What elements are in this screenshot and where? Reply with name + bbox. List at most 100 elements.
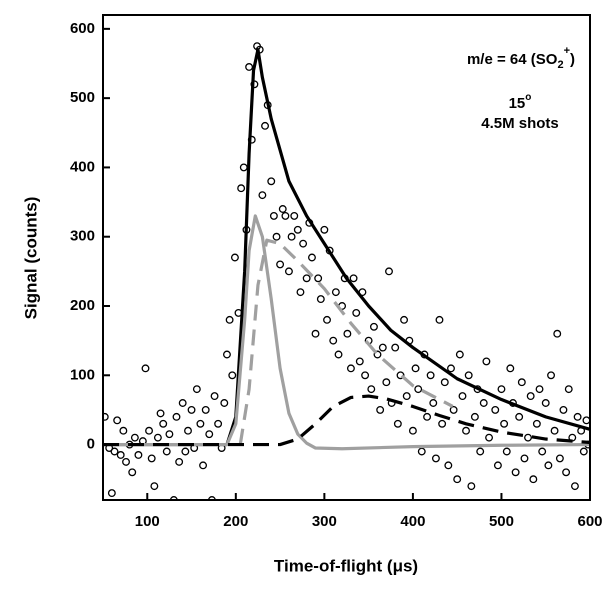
data-point (153, 433, 162, 442)
data-point (165, 430, 174, 439)
data-point (497, 385, 506, 394)
data-point (550, 426, 559, 435)
data-point (293, 225, 302, 234)
data-point (544, 461, 553, 470)
data-point (423, 412, 432, 421)
data-point (323, 315, 331, 324)
data-point (145, 426, 153, 435)
annotation: 4.5M shots (481, 115, 559, 132)
data-point (532, 419, 541, 428)
data-point (470, 412, 479, 421)
data-point (299, 239, 308, 248)
annotation-text: 15 (509, 95, 526, 112)
data-point (582, 416, 590, 425)
data-point (455, 350, 464, 359)
data-point (367, 385, 376, 394)
data-point (579, 447, 588, 456)
data-point (520, 454, 529, 463)
x-tick-label: 200 (223, 513, 248, 530)
data-point (417, 447, 426, 456)
data-point (308, 253, 316, 262)
data-point (369, 322, 378, 331)
data-point (196, 419, 205, 428)
data-point (302, 274, 311, 283)
data-point (535, 385, 544, 394)
annotation-sup: + (564, 45, 570, 57)
data-point (110, 447, 119, 456)
data-point (205, 430, 214, 439)
data-point (314, 274, 323, 283)
data-point (449, 405, 458, 414)
data-point (555, 454, 564, 463)
data-point (269, 211, 278, 220)
data-point (210, 392, 219, 401)
data-point (162, 447, 171, 456)
annotation-sup: o (525, 92, 531, 103)
data-point (562, 468, 571, 477)
data-point (482, 357, 491, 366)
data-point (228, 371, 237, 380)
data-point (476, 447, 485, 456)
annotation-text: ) (570, 51, 575, 68)
annotation-sub: 2 (557, 59, 563, 71)
data-point (400, 315, 409, 324)
y-axis-label: Signal (counts) (21, 197, 40, 320)
data-point (290, 211, 299, 220)
data-point (570, 482, 579, 491)
data-point (408, 426, 417, 435)
data-point (493, 461, 502, 470)
data-point (464, 371, 473, 380)
data-point (467, 482, 476, 491)
data-point (414, 385, 423, 394)
data-point (524, 433, 532, 442)
data-point (201, 405, 210, 414)
data-point (458, 392, 467, 401)
data-point (192, 385, 201, 394)
data-point (447, 364, 455, 373)
data-point (150, 482, 159, 491)
data-point (159, 419, 168, 428)
data-point (435, 315, 444, 324)
data-point (402, 392, 411, 401)
y-tick-label: 500 (70, 89, 95, 106)
data-point (276, 260, 285, 269)
plot-area (103, 42, 590, 500)
data-point (230, 253, 239, 262)
data-point (214, 419, 223, 428)
data-point (296, 288, 305, 297)
data-point (385, 267, 393, 276)
data-point (320, 225, 329, 234)
data-point (393, 419, 402, 428)
data-point (382, 378, 391, 387)
data-point (331, 288, 340, 297)
data-point (573, 412, 582, 421)
data-point (287, 232, 296, 241)
data-point (178, 399, 187, 407)
data-point (128, 468, 137, 477)
data-point (329, 336, 338, 345)
y-tick-label: 100 (70, 366, 95, 383)
data-point (184, 426, 192, 435)
data-point (237, 184, 246, 193)
y-tick-label: 300 (70, 228, 95, 245)
data-point (526, 392, 535, 401)
data-point (453, 475, 462, 484)
y-tick-label: 600 (70, 20, 95, 37)
data-point (438, 419, 447, 428)
data-point (130, 433, 139, 442)
data-point (245, 63, 254, 71)
data-point (490, 499, 495, 500)
data-point (175, 457, 184, 466)
data-point (517, 378, 526, 387)
data-point (258, 191, 267, 200)
y-tick-label: 200 (70, 297, 95, 314)
data-point (346, 364, 355, 373)
data-point (361, 371, 370, 380)
data-point (225, 315, 234, 324)
data-point (411, 364, 420, 373)
data-point (239, 163, 248, 172)
data-point (485, 433, 494, 442)
data-point (515, 412, 524, 421)
data-point (172, 412, 181, 421)
